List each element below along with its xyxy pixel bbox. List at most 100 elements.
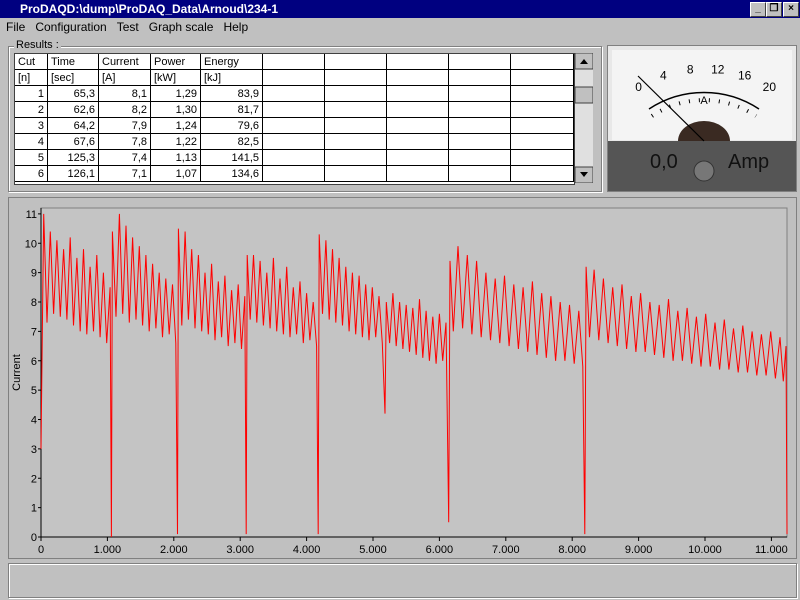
table-cell: 79,6 bbox=[200, 117, 263, 134]
chart-panel bbox=[8, 197, 797, 559]
table-cell bbox=[324, 101, 387, 118]
meter-scale-label: 0 bbox=[635, 80, 642, 94]
table-cell bbox=[386, 54, 449, 70]
table-cell: [kJ] bbox=[200, 69, 263, 86]
meter-scale-label: 12 bbox=[711, 63, 725, 77]
table-cell bbox=[262, 117, 325, 134]
table-cell: 7,8 bbox=[98, 133, 151, 150]
table-cell bbox=[510, 69, 574, 86]
table-cell bbox=[386, 69, 449, 86]
table-cell bbox=[510, 133, 574, 150]
y-tick-label: 3 bbox=[31, 444, 37, 456]
table-cell bbox=[386, 117, 449, 134]
table-cell: 1 bbox=[15, 85, 48, 102]
table-cell: Current bbox=[98, 54, 151, 70]
y-tick-label: 7 bbox=[31, 326, 37, 338]
data-row: 2 62,6 8,2 1,30 81,7 bbox=[15, 101, 574, 118]
table: Cut Time Current Power Energy [n] [sec] [A] [kW]… bbox=[15, 54, 574, 182]
current-line bbox=[40, 213, 788, 538]
table-cell bbox=[386, 165, 449, 182]
table-cell: Power bbox=[150, 54, 201, 70]
table-cell: 8,1 bbox=[98, 85, 151, 102]
window-title: ProDAQD:\dump\ProDAQ_Data\Arnoud\234-1 bbox=[20, 2, 279, 16]
table-cell bbox=[386, 133, 449, 150]
meter-reading: 0,0 bbox=[650, 151, 678, 173]
plot-area bbox=[40, 207, 788, 538]
table-cell bbox=[262, 69, 325, 86]
results-table: Cut Time Current Power Energy [n] [sec] [A] [kW]… bbox=[14, 53, 575, 185]
x-tick-label: 5.000 bbox=[359, 544, 387, 556]
close-button[interactable]: × bbox=[783, 2, 799, 17]
table-cell: Time bbox=[47, 54, 99, 70]
table-cell: [kW] bbox=[150, 69, 201, 86]
table-cell: Energy bbox=[200, 54, 263, 70]
restore-button[interactable]: ❐ bbox=[766, 2, 782, 17]
table-cell bbox=[386, 149, 449, 166]
y-tick-label: 6 bbox=[31, 356, 37, 368]
table-cell: 1,24 bbox=[150, 117, 201, 134]
y-tick-label: 4 bbox=[31, 415, 37, 427]
minimize-button[interactable]: _ bbox=[750, 2, 766, 17]
table-cell: Cut bbox=[15, 54, 48, 70]
table-cell: 125,3 bbox=[47, 149, 99, 166]
x-tick-label: 6.000 bbox=[426, 544, 454, 556]
scrollbar[interactable] bbox=[575, 53, 593, 183]
menu-item[interactable]: File bbox=[6, 20, 26, 34]
table-cell bbox=[262, 101, 325, 118]
table-cell bbox=[324, 69, 387, 86]
table-cell bbox=[324, 54, 387, 70]
table-cell: 64,2 bbox=[47, 117, 99, 134]
y-tick-label: 8 bbox=[31, 297, 37, 309]
x-tick-label: 2.000 bbox=[160, 544, 188, 556]
table-cell bbox=[262, 133, 325, 150]
table-cell bbox=[262, 165, 325, 182]
table-cell: 67,6 bbox=[47, 133, 99, 150]
chart: Current 0 1 2 3 4 5 6 7 8 9 10 11 0 1.000 2.000 3.000 4.0… bbox=[11, 207, 788, 556]
menu-item[interactable]: Test bbox=[116, 20, 139, 34]
table-cell bbox=[448, 133, 511, 150]
table-cell: 5 bbox=[15, 149, 48, 166]
meter-scale-label: 8 bbox=[687, 63, 694, 77]
table-cell bbox=[262, 54, 325, 70]
menu-item[interactable]: Graph scale bbox=[148, 20, 214, 34]
header-row: Cut Time Current Power Energy bbox=[15, 54, 574, 70]
y-tick-label: 1 bbox=[31, 503, 37, 515]
y-tick-label: 11 bbox=[26, 209, 37, 221]
data-row: 5 125,3 7,4 1,13 141,5 bbox=[15, 149, 574, 166]
x-tick-label: 9.000 bbox=[625, 544, 653, 556]
table-cell: 6 bbox=[15, 165, 48, 182]
y-tick-label: 5 bbox=[31, 385, 37, 397]
units-row: [n] [sec] [A] [kW] [kJ] bbox=[15, 69, 574, 86]
meter-scale-unit: A bbox=[700, 95, 708, 107]
table-cell bbox=[510, 54, 574, 70]
menu-item[interactable]: Help bbox=[223, 20, 249, 34]
table-cell bbox=[324, 149, 387, 166]
x-tick-label: 10.000 bbox=[688, 544, 722, 556]
y-axis-label: Current bbox=[11, 354, 23, 391]
meter-scale-label: 4 bbox=[660, 69, 667, 83]
table-cell bbox=[448, 117, 511, 134]
table-cell bbox=[510, 85, 574, 102]
table-cell: 134,6 bbox=[200, 165, 263, 182]
table-cell: 7,4 bbox=[98, 149, 151, 166]
table-cell: 3 bbox=[15, 117, 48, 134]
y-tick-label: 0 bbox=[31, 532, 37, 544]
table-cell bbox=[448, 101, 511, 118]
x-tick-label: 7.000 bbox=[492, 544, 520, 556]
table-cell: 81,7 bbox=[200, 101, 263, 118]
table-cell bbox=[510, 165, 574, 182]
menu-item[interactable]: Configuration bbox=[35, 20, 107, 34]
data-row: 1 65,3 8,1 1,29 83,9 bbox=[15, 85, 574, 102]
table-cell bbox=[324, 117, 387, 134]
data-row: 3 64,2 7,9 1,24 79,6 bbox=[15, 117, 574, 134]
table-cell: 65,3 bbox=[47, 85, 99, 102]
x-tick-label: 8.000 bbox=[558, 544, 586, 556]
results-group bbox=[8, 46, 602, 192]
table-cell: 2 bbox=[15, 101, 48, 118]
status-group bbox=[8, 563, 797, 598]
meter-scale-label: 16 bbox=[738, 69, 752, 83]
table-cell: 83,9 bbox=[200, 85, 263, 102]
table-cell: [n] bbox=[15, 69, 48, 86]
table-cell bbox=[510, 149, 574, 166]
table-cell: 141,5 bbox=[200, 149, 263, 166]
